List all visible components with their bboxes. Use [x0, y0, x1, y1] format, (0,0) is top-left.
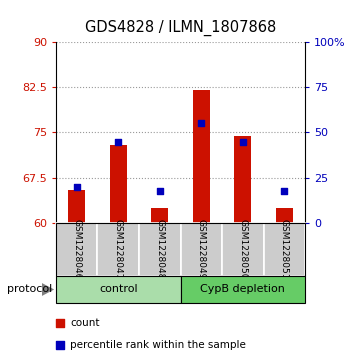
Point — [157, 188, 162, 193]
Bar — [276, 208, 293, 223]
Text: CypB depletion: CypB depletion — [200, 285, 285, 294]
Bar — [180, 223, 222, 276]
Text: GSM1228047: GSM1228047 — [114, 219, 123, 280]
Point — [282, 188, 287, 193]
Bar — [152, 208, 168, 223]
Text: percentile rank within the sample: percentile rank within the sample — [70, 340, 246, 350]
Text: GSM1228051: GSM1228051 — [280, 219, 289, 280]
Bar — [193, 90, 209, 223]
Point — [74, 184, 80, 190]
Text: GDS4828 / ILMN_1807868: GDS4828 / ILMN_1807868 — [85, 20, 276, 36]
Point — [199, 121, 204, 126]
Bar — [180, 276, 305, 303]
Bar — [222, 223, 264, 276]
Text: GSM1228048: GSM1228048 — [155, 219, 164, 280]
Bar — [139, 223, 180, 276]
Text: count: count — [70, 318, 100, 328]
Text: control: control — [99, 285, 138, 294]
Bar — [110, 144, 127, 223]
Bar — [56, 223, 97, 276]
Point — [57, 320, 62, 326]
Point — [116, 139, 121, 144]
Point — [240, 139, 245, 144]
Point — [57, 342, 62, 348]
Bar — [69, 190, 85, 223]
Text: GSM1228049: GSM1228049 — [197, 219, 206, 280]
Text: GSM1228046: GSM1228046 — [72, 219, 81, 280]
Bar — [97, 223, 139, 276]
Polygon shape — [42, 283, 54, 296]
Bar — [56, 276, 180, 303]
Text: protocol: protocol — [7, 285, 52, 294]
Bar — [264, 223, 305, 276]
Text: GSM1228050: GSM1228050 — [238, 219, 247, 280]
Bar — [235, 135, 251, 223]
